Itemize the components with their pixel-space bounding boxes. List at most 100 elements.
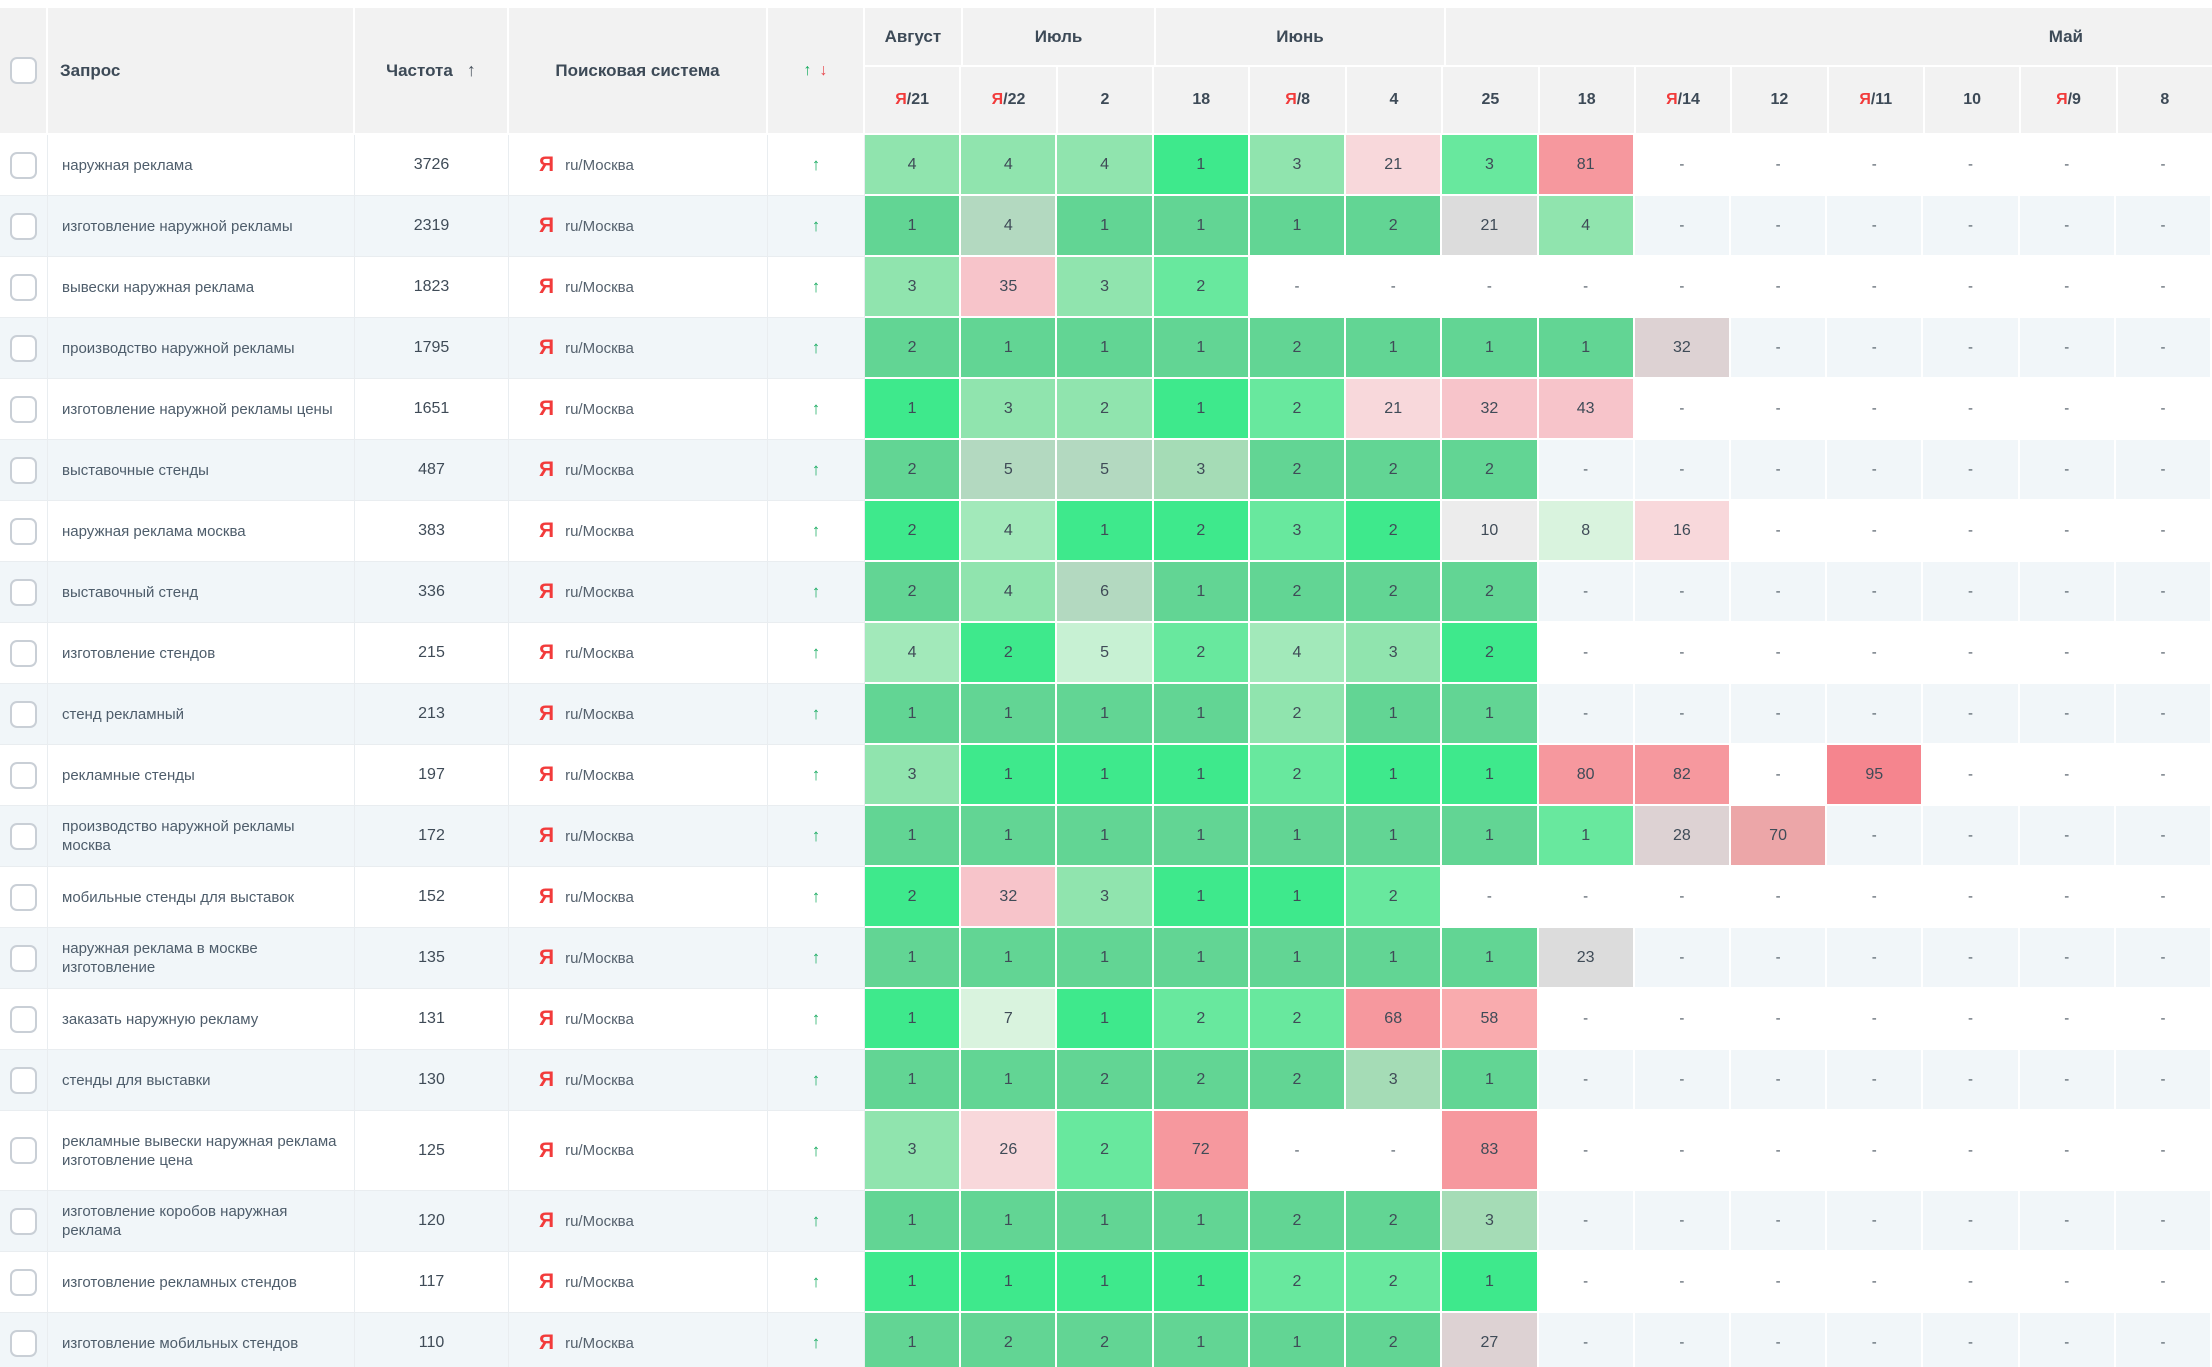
row-checkbox[interactable] bbox=[10, 822, 37, 850]
row-checkbox[interactable] bbox=[10, 883, 37, 911]
query-cell[interactable]: стенды для выставки bbox=[48, 1050, 355, 1111]
row-checkbox[interactable] bbox=[10, 639, 37, 667]
row-checkbox[interactable] bbox=[10, 395, 37, 423]
position-cell: 4 bbox=[961, 501, 1058, 562]
query-cell[interactable]: наружная реклама москва bbox=[48, 501, 355, 562]
column-header-frequency[interactable]: Частота ↑ bbox=[355, 8, 509, 133]
month-group-label: Май bbox=[2048, 26, 2083, 46]
date-column-header[interactable]: Я/8 bbox=[1250, 67, 1347, 133]
row-checkbox[interactable] bbox=[10, 212, 37, 240]
query-cell[interactable]: мобильные стенды для выставок bbox=[48, 867, 355, 928]
query-cell[interactable]: производство наружной рекламы москва bbox=[48, 806, 355, 867]
yandex-icon: Я bbox=[539, 763, 555, 786]
position-cell: - bbox=[2019, 989, 2116, 1050]
query-cell[interactable]: вывески наружная реклама bbox=[48, 257, 355, 318]
date-column-header[interactable]: 10 bbox=[1924, 67, 2022, 133]
date-column-header[interactable]: 2 bbox=[1057, 67, 1155, 133]
positions-grid: 2 32 3 1 1 2- - - - - - - - bbox=[865, 867, 2212, 928]
row-checkbox[interactable] bbox=[10, 517, 37, 545]
date-column-header[interactable]: 18 bbox=[1539, 67, 1636, 133]
region-label: ru/Москва bbox=[565, 827, 634, 845]
date-column-header[interactable]: 4 bbox=[1346, 67, 1444, 133]
date-column-header[interactable]: Я/21 bbox=[865, 67, 962, 133]
date-column-header[interactable]: 12 bbox=[1732, 67, 1829, 133]
row-checkbox[interactable] bbox=[10, 1268, 37, 1296]
date-column-header[interactable]: Я/22 bbox=[961, 67, 1058, 133]
position-cell: 2 bbox=[1442, 440, 1539, 501]
position-cell: - bbox=[1827, 257, 1924, 318]
row-checkbox[interactable] bbox=[10, 334, 37, 362]
query-cell[interactable]: наружная реклама в москве изготовление bbox=[48, 928, 355, 989]
position-cell: 1 bbox=[961, 684, 1058, 745]
position-cell: - bbox=[1249, 257, 1347, 318]
date-column-header[interactable]: Я/11 bbox=[1828, 67, 1925, 133]
select-all-checkbox[interactable] bbox=[9, 57, 37, 84]
position-cell: - bbox=[1923, 1313, 2020, 1367]
row-checkbox[interactable] bbox=[10, 1066, 37, 1094]
search-engine-column-label: Поисковая система bbox=[555, 61, 720, 80]
position-cell: 2 bbox=[1249, 1191, 1347, 1252]
query-cell[interactable]: заказать наружную рекламу bbox=[48, 989, 355, 1050]
query-cell[interactable]: стенд рекламный bbox=[48, 684, 355, 745]
yandex-icon: Я bbox=[1285, 91, 1297, 108]
trend-cell: ↑ bbox=[768, 1191, 865, 1252]
position-cell: 2 bbox=[1346, 867, 1443, 928]
date-column-header[interactable]: 8 bbox=[2117, 67, 2212, 133]
position-cell: 2 bbox=[1057, 379, 1154, 440]
yandex-icon: Я bbox=[539, 1138, 555, 1162]
position-cell: - bbox=[2019, 928, 2116, 989]
query-cell[interactable]: изготовление рекламных стендов bbox=[48, 1252, 355, 1313]
row-checkbox[interactable] bbox=[10, 151, 37, 179]
query-cell[interactable]: изготовление коробов наружная реклама bbox=[48, 1191, 355, 1252]
position-cell: - bbox=[1827, 867, 1924, 928]
position-cell: 1 bbox=[1346, 745, 1443, 806]
query-cell[interactable]: изготовление наружной рекламы цены bbox=[48, 379, 355, 440]
date-column-header[interactable]: Я/9 bbox=[2021, 67, 2118, 133]
position-cell: - bbox=[2019, 1111, 2116, 1191]
position-cell: 2 bbox=[1249, 684, 1347, 745]
row-checkbox[interactable] bbox=[10, 273, 37, 301]
frequency-cell: 197 bbox=[355, 745, 509, 806]
trend-up-icon: ↑ bbox=[811, 460, 821, 479]
row-checkbox-cell bbox=[0, 989, 48, 1050]
query-cell[interactable]: выставочный стенд bbox=[48, 562, 355, 623]
date-column-header[interactable]: 25 bbox=[1443, 67, 1540, 133]
row-checkbox[interactable] bbox=[10, 456, 37, 484]
position-cell: 1 bbox=[865, 1050, 962, 1111]
query-cell[interactable]: рекламные стенды bbox=[48, 745, 355, 806]
row-checkbox[interactable] bbox=[10, 700, 37, 728]
row-checkbox[interactable] bbox=[10, 1329, 37, 1357]
position-cell: - bbox=[1730, 989, 1828, 1050]
date-column-header[interactable]: 18 bbox=[1154, 67, 1251, 133]
position-cell: - bbox=[2115, 440, 2212, 501]
row-checkbox-cell bbox=[0, 928, 48, 989]
date-column-header[interactable]: Я/14 bbox=[1635, 67, 1733, 133]
row-checkbox[interactable] bbox=[10, 1005, 37, 1033]
row-checkbox[interactable] bbox=[10, 761, 37, 789]
position-cell: - bbox=[1730, 684, 1828, 745]
row-checkbox[interactable] bbox=[10, 1207, 37, 1235]
query-cell[interactable]: наружная реклама bbox=[48, 135, 355, 196]
position-cell: - bbox=[1923, 135, 2020, 196]
row-checkbox-cell bbox=[0, 501, 48, 562]
query-cell[interactable]: рекламные вывески наружная реклама изгот… bbox=[48, 1111, 355, 1191]
column-header-trend[interactable]: ↑ ↓ bbox=[768, 8, 865, 133]
position-cell: - bbox=[1923, 196, 2020, 257]
query-cell[interactable]: изготовление стендов bbox=[48, 623, 355, 684]
query-cell[interactable]: производство наружной рекламы bbox=[48, 318, 355, 379]
row-checkbox[interactable] bbox=[10, 944, 37, 972]
row-checkbox[interactable] bbox=[10, 1137, 37, 1164]
query-cell[interactable]: выставочные стенды bbox=[48, 440, 355, 501]
position-cell: 23 bbox=[1538, 928, 1635, 989]
trend-up-icon: ↑ bbox=[811, 1140, 821, 1160]
query-cell[interactable]: изготовление мобильных стендов bbox=[48, 1313, 355, 1367]
position-cell: 27 bbox=[1442, 1313, 1539, 1367]
row-checkbox[interactable] bbox=[10, 578, 37, 606]
query-cell[interactable]: изготовление наружной рекламы bbox=[48, 196, 355, 257]
